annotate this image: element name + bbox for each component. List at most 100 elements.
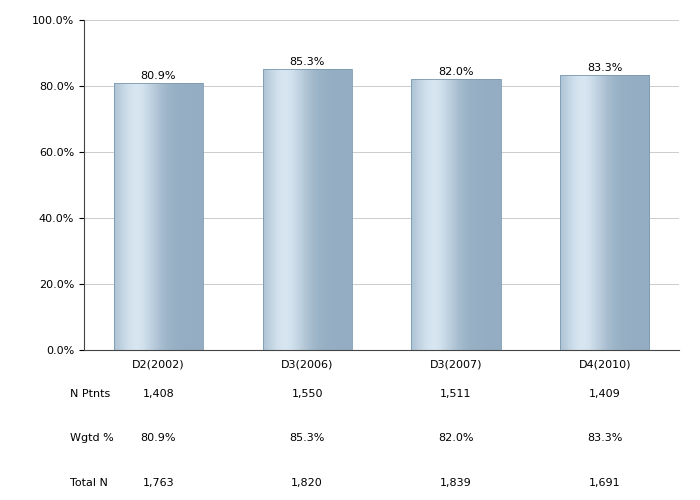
Bar xyxy=(300,68,301,350)
Bar xyxy=(157,83,158,350)
Bar xyxy=(196,83,197,350)
Bar xyxy=(306,68,307,350)
Bar xyxy=(600,75,601,350)
Bar xyxy=(585,75,586,350)
Bar xyxy=(598,75,599,350)
Bar xyxy=(427,80,428,350)
Bar xyxy=(124,83,125,350)
Bar xyxy=(467,80,468,350)
Bar xyxy=(180,83,181,350)
Bar xyxy=(464,80,465,350)
Bar xyxy=(291,68,292,350)
Bar xyxy=(486,80,487,350)
Bar xyxy=(173,83,174,350)
Bar xyxy=(433,80,434,350)
Bar xyxy=(608,75,610,350)
Bar xyxy=(283,68,284,350)
Bar xyxy=(116,83,117,350)
Bar xyxy=(129,83,130,350)
Bar xyxy=(601,75,602,350)
Bar xyxy=(308,68,309,350)
Bar xyxy=(179,83,180,350)
Bar xyxy=(276,68,277,350)
Bar xyxy=(305,68,306,350)
Bar xyxy=(485,80,486,350)
Bar xyxy=(455,80,456,350)
Bar xyxy=(123,83,124,350)
Bar xyxy=(263,68,264,350)
Bar xyxy=(605,75,606,350)
Bar xyxy=(141,83,142,350)
Bar xyxy=(568,75,569,350)
Bar xyxy=(176,83,177,350)
Bar xyxy=(159,83,160,350)
Bar xyxy=(475,80,476,350)
Bar xyxy=(576,75,577,350)
Bar xyxy=(634,75,636,350)
Bar xyxy=(119,83,120,350)
Bar xyxy=(279,68,280,350)
Bar xyxy=(580,75,581,350)
Bar xyxy=(129,83,130,350)
Bar xyxy=(415,80,416,350)
Bar xyxy=(562,75,563,350)
Bar xyxy=(119,83,120,350)
Bar xyxy=(322,68,323,350)
Bar xyxy=(291,68,293,350)
Bar xyxy=(280,68,281,350)
Bar xyxy=(426,80,427,350)
Bar xyxy=(415,80,416,350)
Bar xyxy=(569,75,570,350)
Bar xyxy=(620,75,621,350)
Bar xyxy=(579,75,580,350)
Bar xyxy=(647,75,648,350)
Bar xyxy=(496,80,497,350)
Bar xyxy=(575,75,576,350)
Bar xyxy=(343,68,344,350)
Bar xyxy=(414,80,415,350)
Bar xyxy=(311,68,312,350)
Bar xyxy=(479,80,480,350)
Bar xyxy=(459,80,460,350)
Bar xyxy=(570,75,571,350)
Bar xyxy=(469,80,470,350)
Bar xyxy=(134,83,136,350)
Bar xyxy=(598,75,600,350)
Bar xyxy=(458,80,459,350)
Bar xyxy=(288,68,289,350)
Bar xyxy=(346,68,348,350)
Bar xyxy=(589,75,590,350)
Bar xyxy=(274,68,275,350)
Bar xyxy=(116,83,117,350)
Bar xyxy=(282,68,283,350)
Bar xyxy=(567,75,568,350)
Bar xyxy=(480,80,481,350)
Bar xyxy=(436,80,437,350)
Bar xyxy=(278,68,279,350)
Bar xyxy=(565,75,566,350)
Bar xyxy=(485,80,486,350)
Bar xyxy=(585,75,586,350)
Bar xyxy=(309,68,310,350)
Bar xyxy=(577,75,578,350)
Bar xyxy=(196,83,197,350)
Bar xyxy=(150,83,151,350)
Bar xyxy=(122,83,123,350)
Text: 83.3%: 83.3% xyxy=(587,434,622,444)
Bar xyxy=(451,80,452,350)
Bar xyxy=(441,80,442,350)
Bar xyxy=(349,68,350,350)
Text: 1,691: 1,691 xyxy=(589,478,620,488)
Bar xyxy=(174,83,175,350)
Bar xyxy=(446,80,447,350)
Bar xyxy=(140,83,141,350)
Bar xyxy=(618,75,619,350)
Bar xyxy=(305,68,306,350)
Bar xyxy=(285,68,286,350)
Bar xyxy=(287,68,288,350)
Bar xyxy=(279,68,280,350)
Bar xyxy=(445,80,446,350)
Bar xyxy=(498,80,500,350)
Bar xyxy=(142,83,143,350)
Bar xyxy=(632,75,633,350)
